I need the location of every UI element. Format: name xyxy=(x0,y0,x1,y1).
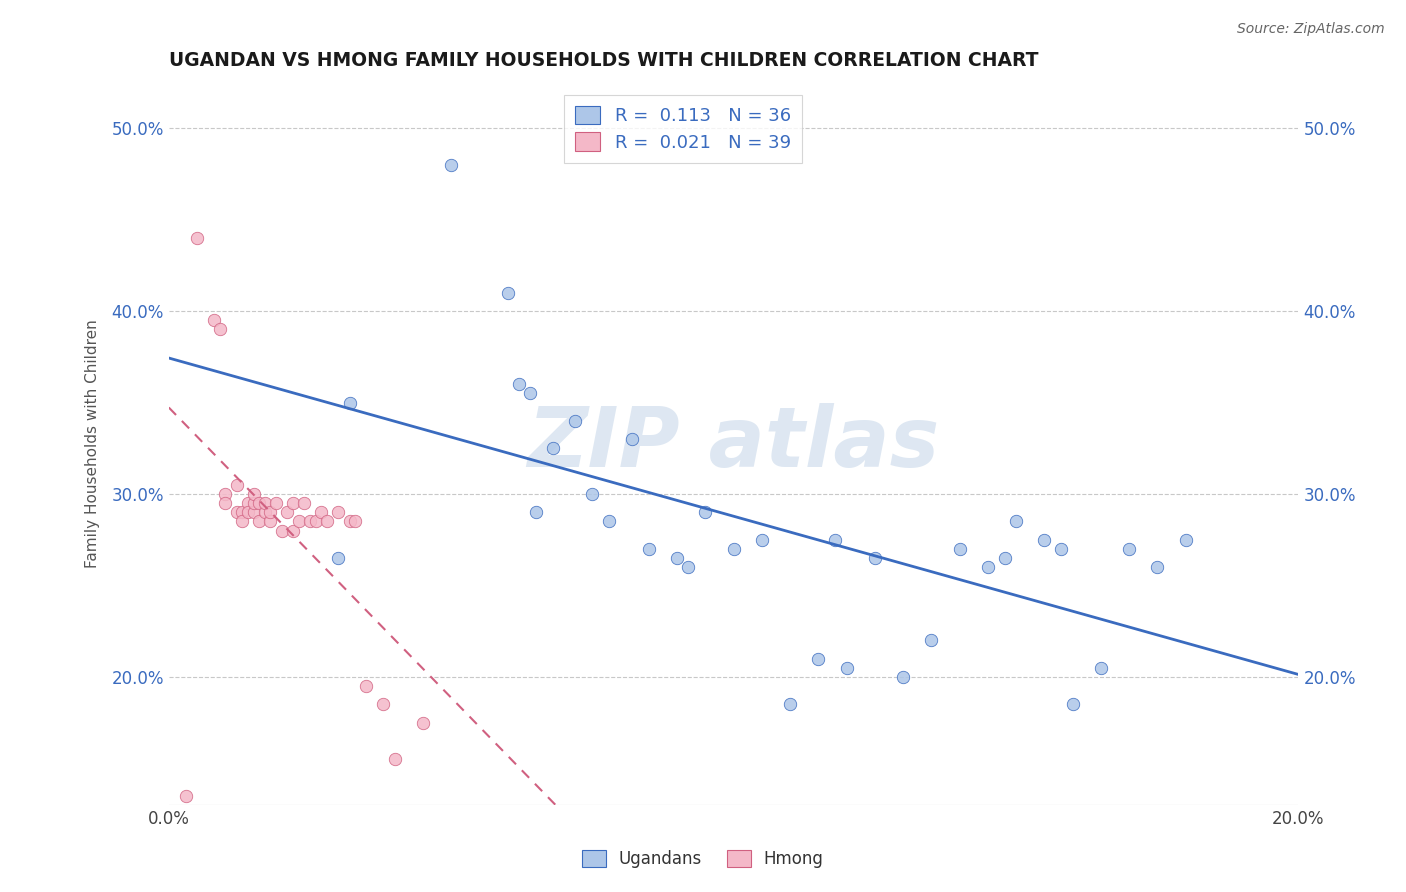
Point xyxy=(242,496,264,510)
Point xyxy=(236,496,259,510)
Point xyxy=(1090,661,1112,675)
Point xyxy=(281,496,304,510)
Point xyxy=(1050,541,1073,556)
Point xyxy=(1062,698,1084,712)
Point xyxy=(186,231,208,245)
Point xyxy=(270,524,292,538)
Legend: Ugandans, Hmong: Ugandans, Hmong xyxy=(575,843,831,875)
Point xyxy=(339,515,361,529)
Point xyxy=(311,505,333,519)
Point xyxy=(863,551,886,566)
Point xyxy=(678,560,700,574)
Point xyxy=(524,505,547,519)
Point xyxy=(225,505,247,519)
Point xyxy=(920,633,942,648)
Point xyxy=(723,541,745,556)
Point xyxy=(231,505,253,519)
Point xyxy=(242,505,264,519)
Point xyxy=(242,487,264,501)
Point xyxy=(373,698,395,712)
Point xyxy=(620,432,643,446)
Point xyxy=(344,515,367,529)
Point xyxy=(666,551,689,566)
Point xyxy=(824,533,846,547)
Point xyxy=(835,661,858,675)
Text: UGANDAN VS HMONG FAMILY HOUSEHOLDS WITH CHILDREN CORRELATION CHART: UGANDAN VS HMONG FAMILY HOUSEHOLDS WITH … xyxy=(169,51,1038,70)
Point xyxy=(412,715,434,730)
Point xyxy=(496,285,519,300)
Point xyxy=(508,377,530,392)
Point xyxy=(994,551,1017,566)
Point xyxy=(253,505,276,519)
Point xyxy=(253,496,276,510)
Point xyxy=(259,505,281,519)
Point xyxy=(1174,533,1197,547)
Point xyxy=(977,560,1000,574)
Point xyxy=(247,496,270,510)
Point xyxy=(807,651,830,665)
Point xyxy=(328,505,350,519)
Point xyxy=(276,505,298,519)
Text: ZIP atlas: ZIP atlas xyxy=(527,403,939,484)
Point xyxy=(1033,533,1056,547)
Point xyxy=(779,698,801,712)
Y-axis label: Family Households with Children: Family Households with Children xyxy=(86,319,100,568)
Point xyxy=(214,487,236,501)
Point xyxy=(1118,541,1140,556)
Point xyxy=(638,541,661,556)
Point xyxy=(440,158,463,172)
Point xyxy=(541,442,564,456)
Point xyxy=(202,313,225,327)
Point xyxy=(304,515,326,529)
Point xyxy=(208,322,231,336)
Text: Source: ZipAtlas.com: Source: ZipAtlas.com xyxy=(1237,22,1385,37)
Point xyxy=(247,515,270,529)
Point xyxy=(695,505,717,519)
Point xyxy=(891,670,914,684)
Point xyxy=(174,789,197,803)
Point xyxy=(1005,515,1028,529)
Legend: R =  0.113   N = 36, R =  0.021   N = 39: R = 0.113 N = 36, R = 0.021 N = 39 xyxy=(564,95,801,162)
Point xyxy=(598,515,620,529)
Point xyxy=(292,496,315,510)
Point xyxy=(231,515,253,529)
Point xyxy=(281,524,304,538)
Point xyxy=(356,679,378,693)
Point xyxy=(581,487,603,501)
Point xyxy=(316,515,339,529)
Point xyxy=(339,395,361,409)
Point xyxy=(948,541,970,556)
Point xyxy=(384,752,406,766)
Point xyxy=(214,496,236,510)
Point xyxy=(264,496,287,510)
Point xyxy=(287,515,309,529)
Point xyxy=(564,414,586,428)
Point xyxy=(225,478,247,492)
Point xyxy=(751,533,773,547)
Point xyxy=(259,515,281,529)
Point xyxy=(298,515,321,529)
Point xyxy=(236,505,259,519)
Point xyxy=(519,386,541,401)
Point xyxy=(328,551,350,566)
Point xyxy=(1146,560,1168,574)
